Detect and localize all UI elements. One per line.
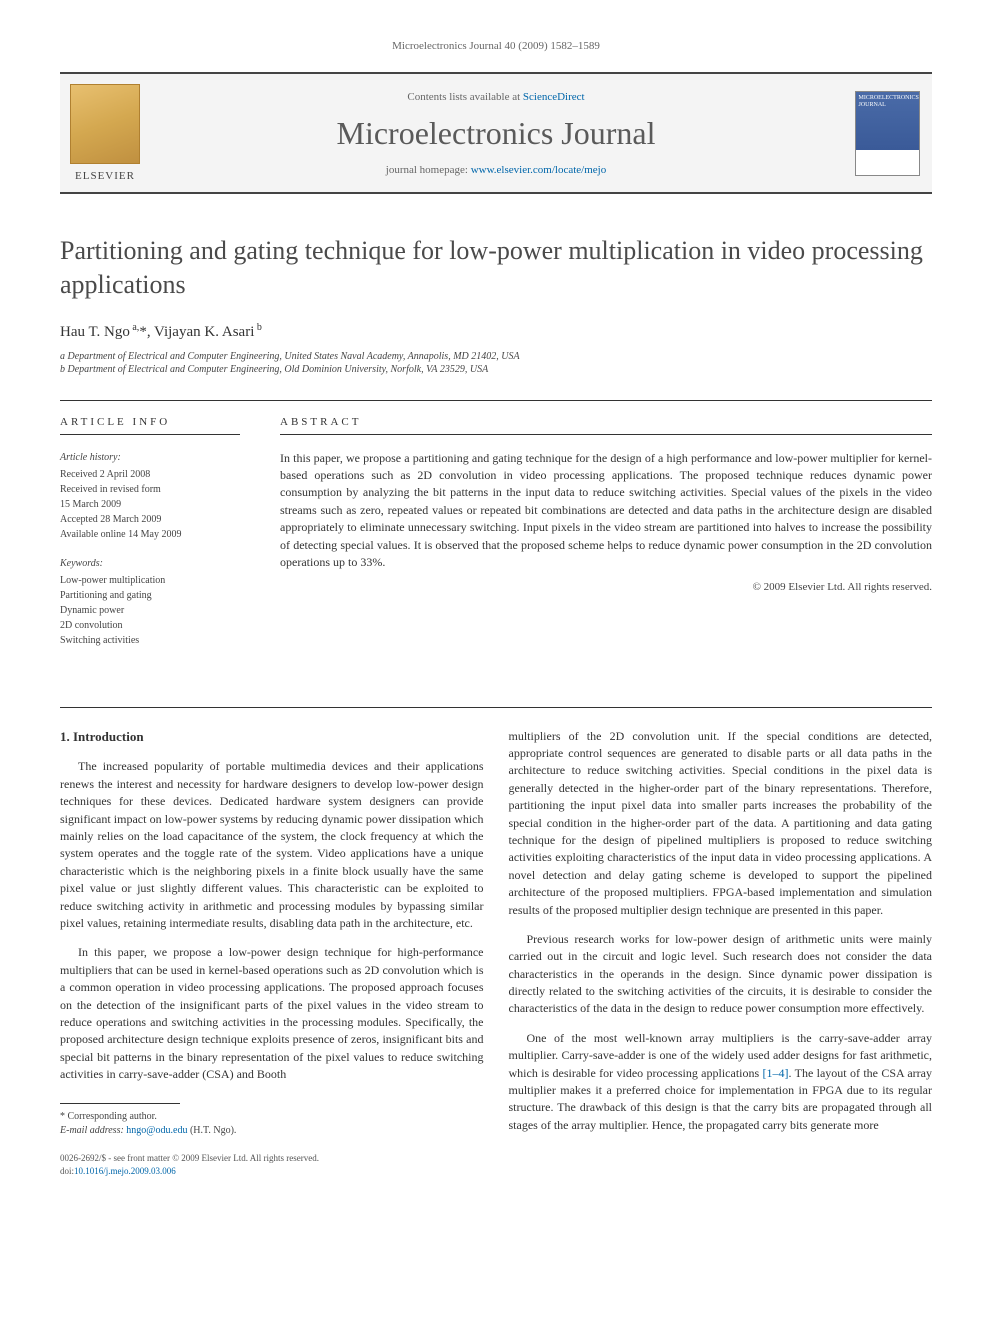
corresponding-author: * Corresponding author. xyxy=(60,1110,484,1124)
right-column: multipliers of the 2D convolution unit. … xyxy=(509,728,933,1178)
elsevier-tree-icon xyxy=(70,84,140,164)
history-line: Accepted 28 March 2009 xyxy=(60,512,240,527)
abstract-copyright: © 2009 Elsevier Ltd. All rights reserved… xyxy=(280,581,932,593)
keyword: Dynamic power xyxy=(60,603,240,618)
journal-cover-icon: MICROELECTRONICS JOURNAL xyxy=(855,91,920,176)
contents-prefix: Contents lists available at xyxy=(407,91,522,103)
info-section: ARTICLE INFO Article history: Received 2… xyxy=(60,400,932,677)
sciencedirect-link[interactable]: ScienceDirect xyxy=(523,91,585,103)
keyword: Switching activities xyxy=(60,633,240,648)
history-line: Available online 14 May 2009 xyxy=(60,527,240,542)
page-container: Microelectronics Journal 40 (2009) 1582–… xyxy=(0,0,992,1218)
homepage-prefix: journal homepage: xyxy=(386,164,471,176)
doi-prefix: doi: xyxy=(60,1166,74,1176)
article-history: Article history: Received 2 April 2008 R… xyxy=(60,450,240,542)
journal-banner: ELSEVIER Contents lists available at Sci… xyxy=(60,72,932,194)
body-paragraph: multipliers of the 2D convolution unit. … xyxy=(509,728,933,919)
email-label: E-mail address: xyxy=(60,1125,126,1136)
history-label: Article history: xyxy=(60,450,240,465)
abstract-label: ABSTRACT xyxy=(280,416,932,435)
reference-link[interactable]: [1–4] xyxy=(763,1066,789,1080)
keywords-list: Low-power multiplication Partitioning an… xyxy=(60,573,240,648)
journal-name: Microelectronics Journal xyxy=(170,115,822,152)
abstract: ABSTRACT In this paper, we propose a par… xyxy=(260,400,932,677)
article-info-label: ARTICLE INFO xyxy=(60,416,240,435)
history-line: 15 March 2009 xyxy=(60,497,240,512)
doi-block: 0026-2692/$ - see front matter © 2009 El… xyxy=(60,1152,484,1177)
body-paragraph: In this paper, we propose a low-power de… xyxy=(60,944,484,1083)
body-paragraph: The increased popularity of portable mul… xyxy=(60,758,484,932)
email-suffix: (H.T. Ngo). xyxy=(187,1125,236,1136)
section-heading: 1. Introduction xyxy=(60,728,484,747)
doi-link[interactable]: 10.1016/j.mejo.2009.03.006 xyxy=(74,1166,176,1176)
doi-line: doi:10.1016/j.mejo.2009.03.006 xyxy=(60,1165,484,1178)
footnote-separator xyxy=(60,1103,180,1104)
body-paragraph: Previous research works for low-power de… xyxy=(509,931,933,1018)
affiliations: a Department of Electrical and Computer … xyxy=(60,351,932,375)
keywords-label: Keywords: xyxy=(60,556,240,571)
keywords-block: Keywords: Low-power multiplication Parti… xyxy=(60,556,240,648)
body-paragraph: One of the most well-known array multipl… xyxy=(509,1030,933,1134)
affiliation-a: a Department of Electrical and Computer … xyxy=(60,351,932,362)
keyword: Partitioning and gating xyxy=(60,588,240,603)
left-column: 1. Introduction The increased popularity… xyxy=(60,728,484,1178)
keyword: 2D convolution xyxy=(60,618,240,633)
body-section: 1. Introduction The increased popularity… xyxy=(60,707,932,1178)
history-line: Received in revised form xyxy=(60,482,240,497)
authors: Hau T. Ngo a,*, Vijayan K. Asari b xyxy=(60,322,932,341)
keyword: Low-power multiplication xyxy=(60,573,240,588)
banner-center: Contents lists available at ScienceDirec… xyxy=(150,74,842,192)
publisher-name: ELSEVIER xyxy=(75,170,135,182)
article-info: ARTICLE INFO Article history: Received 2… xyxy=(60,400,260,677)
front-matter: 0026-2692/$ - see front matter © 2009 El… xyxy=(60,1152,484,1165)
history-line: Received 2 April 2008 xyxy=(60,467,240,482)
footnote: * Corresponding author. E-mail address: … xyxy=(60,1110,484,1138)
homepage-line: journal homepage: www.elsevier.com/locat… xyxy=(170,164,822,176)
email-link[interactable]: hngo@odu.edu xyxy=(126,1125,187,1136)
cover-block: MICROELECTRONICS JOURNAL xyxy=(842,74,932,192)
affiliation-b: b Department of Electrical and Computer … xyxy=(60,364,932,375)
abstract-text: In this paper, we propose a partitioning… xyxy=(280,450,932,572)
homepage-link[interactable]: www.elsevier.com/locate/mejo xyxy=(471,164,607,176)
email-line: E-mail address: hngo@odu.edu (H.T. Ngo). xyxy=(60,1124,484,1138)
publisher-block: ELSEVIER xyxy=(60,74,150,192)
contents-line: Contents lists available at ScienceDirec… xyxy=(170,91,822,103)
article-title: Partitioning and gating technique for lo… xyxy=(60,234,932,302)
header-citation: Microelectronics Journal 40 (2009) 1582–… xyxy=(60,40,932,52)
